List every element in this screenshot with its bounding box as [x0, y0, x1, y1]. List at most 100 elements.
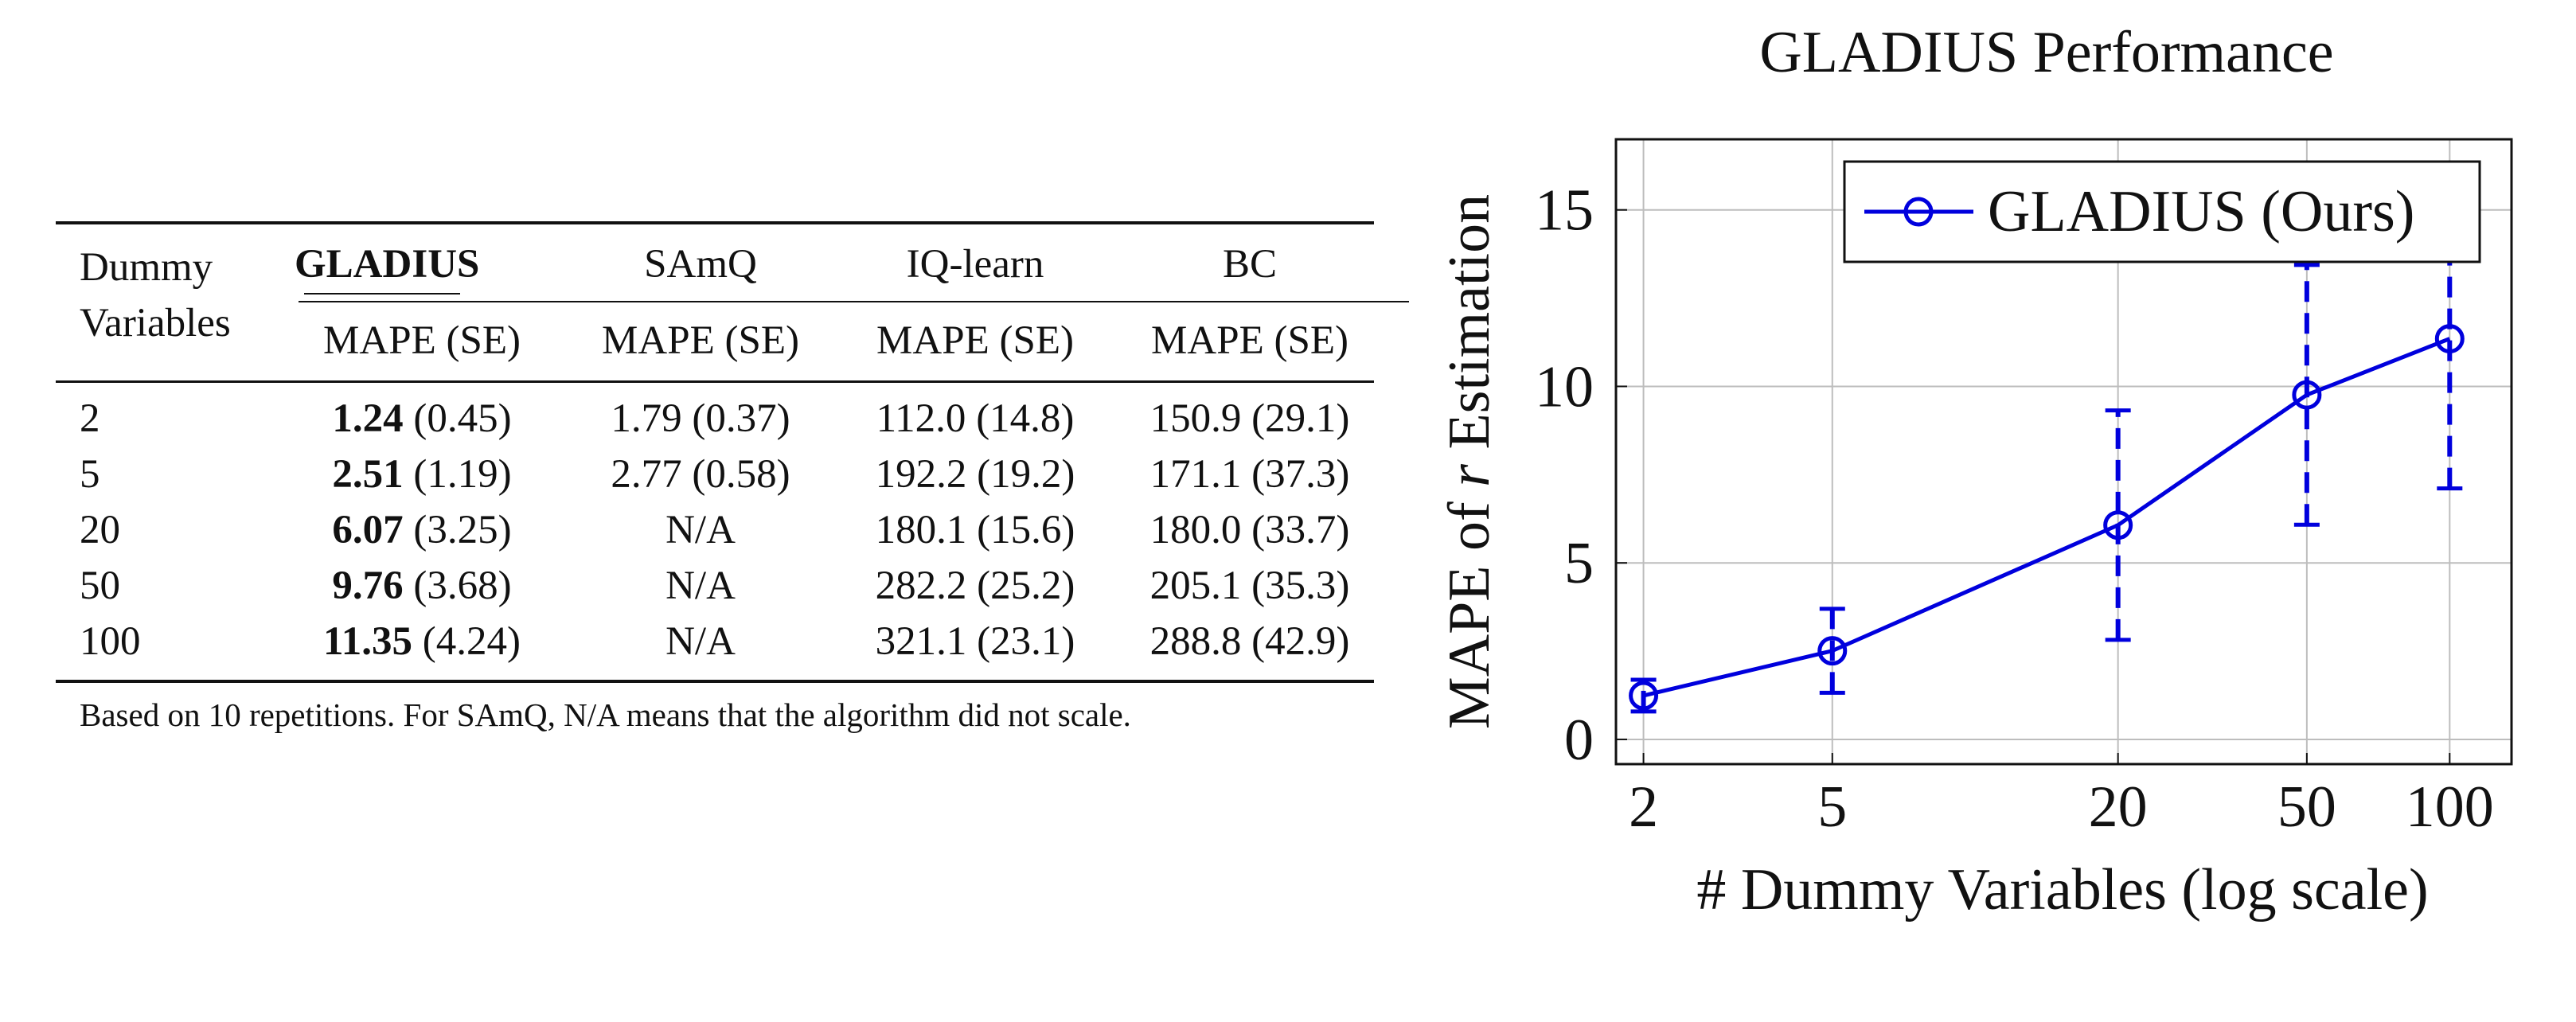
y-axis-label: MAPE of r Estimation — [1437, 194, 1502, 729]
table-cell: N/A — [573, 618, 828, 665]
cell-value: 1.24 — [332, 396, 404, 441]
table-cell: 321.1 (23.1) — [848, 618, 1103, 665]
cell-se: (0.58) — [692, 452, 790, 497]
subheader-metric: MAPE (SE) — [602, 318, 799, 363]
x-tick-label: 20 — [2089, 774, 2148, 840]
table-cell: 171.1 (37.3) — [1122, 451, 1377, 498]
cell-value: 11.35 — [323, 619, 412, 664]
cell-value: N/A — [665, 508, 736, 552]
table-cell: 180.1 (15.6) — [848, 506, 1103, 554]
chart-title: GLADIUS Performance — [1759, 20, 2333, 85]
cell-se: (3.68) — [413, 564, 512, 608]
x-tick-label: 100 — [2406, 774, 2494, 840]
table-bottom-rule — [56, 680, 1374, 683]
cell-value: 282.2 — [875, 564, 967, 608]
cell-se: (33.7) — [1251, 508, 1350, 552]
cell-value: 1.79 — [611, 396, 682, 441]
table-cell: 9.76 (3.68) — [295, 562, 549, 610]
table-cell: 180.0 (33.7) — [1122, 506, 1377, 554]
header-dummy-line2: Variables — [80, 301, 231, 345]
data-point — [2292, 380, 2322, 410]
cell-value: 180.1 — [875, 508, 967, 552]
table-cell: 2.51 (1.19) — [295, 451, 549, 498]
header-method-samq: SAmQ — [644, 242, 757, 287]
header-gladius-underline — [304, 293, 460, 295]
table-cell: N/A — [573, 506, 828, 554]
header-cmidrule — [299, 301, 1409, 302]
data-point — [2434, 324, 2465, 354]
series-line — [1642, 337, 2451, 698]
row-dummy-label: 20 — [80, 508, 120, 552]
legend-marker — [1903, 197, 1934, 227]
cell-value: N/A — [665, 564, 736, 608]
table-footnote: Based on 10 repetitions. For SAmQ, N/A m… — [80, 696, 1131, 733]
cell-value: 6.07 — [332, 508, 404, 552]
row-dummy-label: 5 — [80, 452, 100, 497]
tick-labels: 2 5 20 50 100 0 5 10 15 — [1535, 178, 2494, 840]
subheader-metric: MAPE (SE) — [1151, 318, 1348, 363]
y-tick-label: 10 — [1535, 354, 1594, 419]
series-points — [1629, 324, 2465, 711]
header-method-gladius: GLADIUS — [295, 242, 480, 287]
table-mid-rule — [56, 380, 1374, 383]
cell-se: (0.45) — [413, 396, 512, 441]
cell-value: 192.2 — [875, 452, 967, 497]
header-method-iqlearn: IQ-learn — [906, 242, 1044, 287]
cell-se: (4.24) — [422, 619, 521, 664]
row-dummy-label: 100 — [80, 619, 141, 664]
table-cell: 150.9 (29.1) — [1122, 395, 1377, 443]
cell-se: (19.2) — [977, 452, 1075, 497]
cell-se: (29.1) — [1251, 396, 1350, 441]
subheader-metric: MAPE (SE) — [876, 318, 1074, 363]
error-bars — [1630, 187, 2463, 714]
table-cell: 11.35 (4.24) — [295, 618, 549, 665]
x-axis-label: # Dummy Variables (log scale) — [1696, 857, 2428, 923]
subheader-metric: MAPE (SE) — [323, 318, 521, 363]
cell-value: 9.76 — [332, 564, 404, 608]
row-dummy-label: 50 — [80, 564, 120, 608]
table-top-rule — [56, 221, 1374, 224]
legend: GLADIUS (Ours) — [1843, 160, 2481, 263]
grid — [1616, 139, 2512, 764]
data-point — [2103, 510, 2133, 540]
table-cell: 205.1 (35.3) — [1122, 562, 1377, 610]
y-tick-label: 15 — [1535, 178, 1594, 244]
cell-se: (1.19) — [413, 452, 512, 497]
cell-se: (25.2) — [977, 564, 1075, 608]
table-cell: 6.07 (3.25) — [295, 506, 549, 554]
legend-box — [1843, 160, 2481, 263]
table-cell: 112.0 (14.8) — [848, 395, 1103, 443]
y-axis-label-var: r — [1437, 463, 1502, 487]
data-point — [1629, 681, 1659, 711]
table-cell: 1.24 (0.45) — [295, 395, 549, 443]
row-dummy-label: 2 — [80, 396, 100, 441]
y-axis-label-suffix: Estimation — [1437, 194, 1502, 464]
cell-value: 112.0 — [876, 396, 966, 441]
cell-se: (15.6) — [977, 508, 1075, 552]
table-cell: 1.79 (0.37) — [573, 395, 828, 443]
cell-se: (42.9) — [1251, 619, 1350, 664]
cell-se: (14.8) — [976, 396, 1075, 441]
table-cell: 282.2 (25.2) — [848, 562, 1103, 610]
y-tick-label: 0 — [1564, 708, 1594, 773]
cell-se: (3.25) — [413, 508, 512, 552]
legend-label: GLADIUS (Ours) — [1988, 179, 2414, 244]
y-tick-label: 5 — [1564, 531, 1594, 596]
plot-frame — [1614, 138, 2513, 766]
table-cell: 192.2 (19.2) — [848, 451, 1103, 498]
cell-value: 180.0 — [1149, 508, 1242, 552]
cell-value: 150.9 — [1149, 396, 1242, 441]
header-method-bc: BC — [1222, 242, 1278, 287]
x-tick-label: 50 — [2277, 774, 2336, 840]
x-tick-label: 2 — [1629, 774, 1658, 840]
y-axis-label-prefix: MAPE of — [1437, 487, 1502, 729]
cell-se: (35.3) — [1251, 564, 1350, 608]
cell-value: 205.1 — [1149, 564, 1242, 608]
cell-se: (0.37) — [692, 396, 790, 441]
table-cell: 288.8 (42.9) — [1122, 618, 1377, 665]
data-point — [1817, 636, 1848, 666]
x-tick-label: 5 — [1817, 774, 1847, 840]
cell-value: 288.8 — [1149, 619, 1242, 664]
cell-value: 2.51 — [332, 452, 404, 497]
cell-value: N/A — [665, 619, 736, 664]
